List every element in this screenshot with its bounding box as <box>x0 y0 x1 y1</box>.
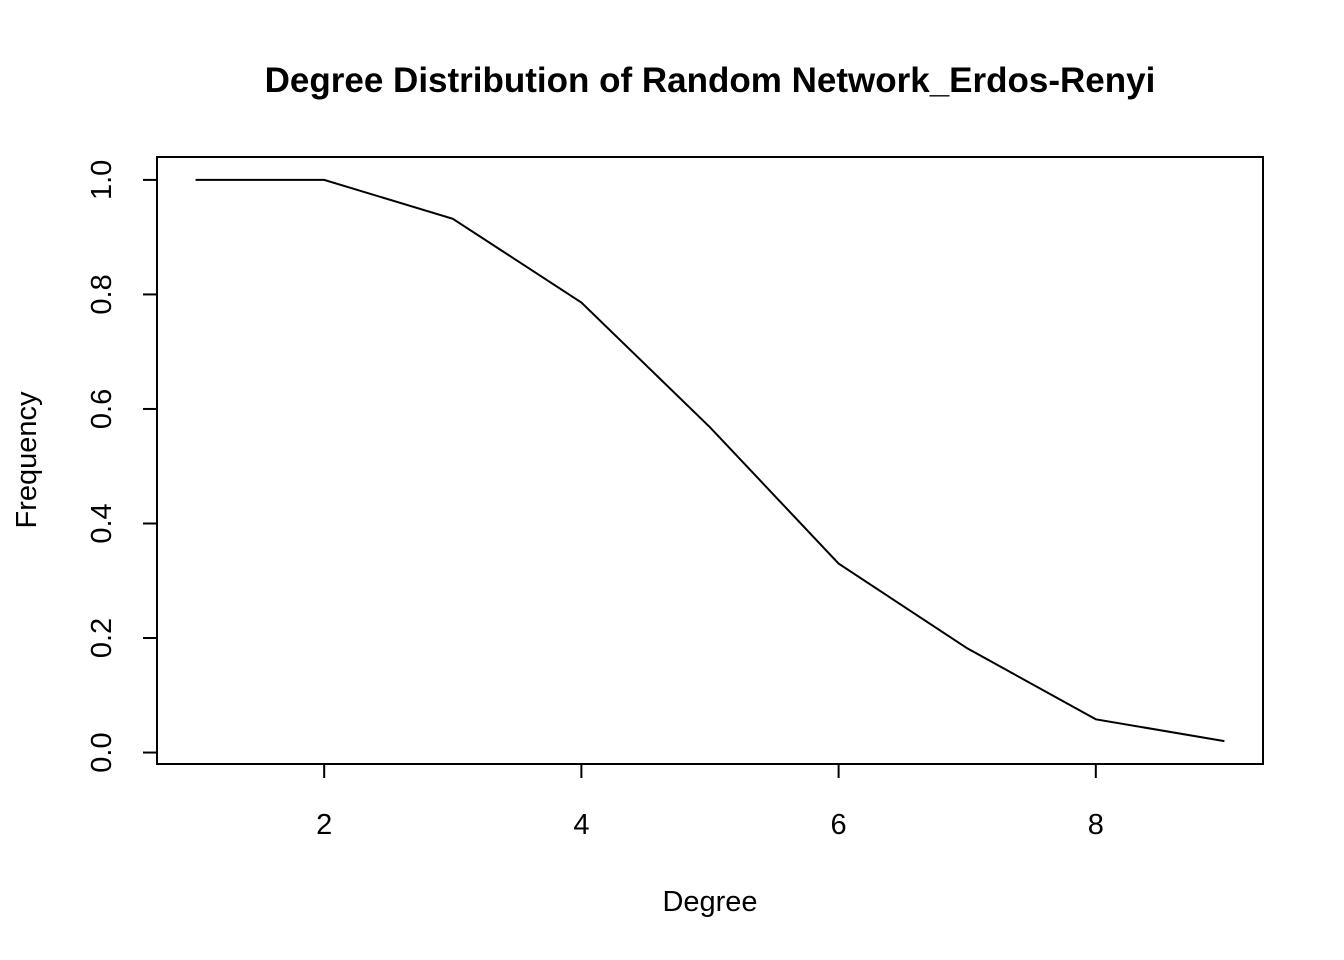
x-tick-label: 8 <box>1088 809 1104 841</box>
x-axis: 2 4 6 8 <box>316 764 1104 841</box>
y-axis-label: Frequency <box>11 391 43 529</box>
plot-frame <box>156 156 1264 765</box>
chart-title: Degree Distribution of Random Network_Er… <box>265 61 1156 100</box>
y-tick-label: 0.8 <box>86 274 118 314</box>
y-tick-label: 0.0 <box>86 732 118 772</box>
y-tick-label: 0.4 <box>86 503 118 543</box>
y-tick-label: 1.0 <box>86 160 118 200</box>
x-tick-label: 2 <box>316 809 332 841</box>
y-axis: 0.0 0.2 0.4 0.6 0.8 1.0 <box>86 160 157 773</box>
series-line <box>195 178 1225 743</box>
y-tick-label: 0.2 <box>86 618 118 658</box>
x-tick-label: 4 <box>573 809 589 841</box>
x-axis-label: Degree <box>662 886 757 918</box>
y-tick-label: 0.6 <box>86 389 118 429</box>
x-tick-label: 6 <box>831 809 847 841</box>
